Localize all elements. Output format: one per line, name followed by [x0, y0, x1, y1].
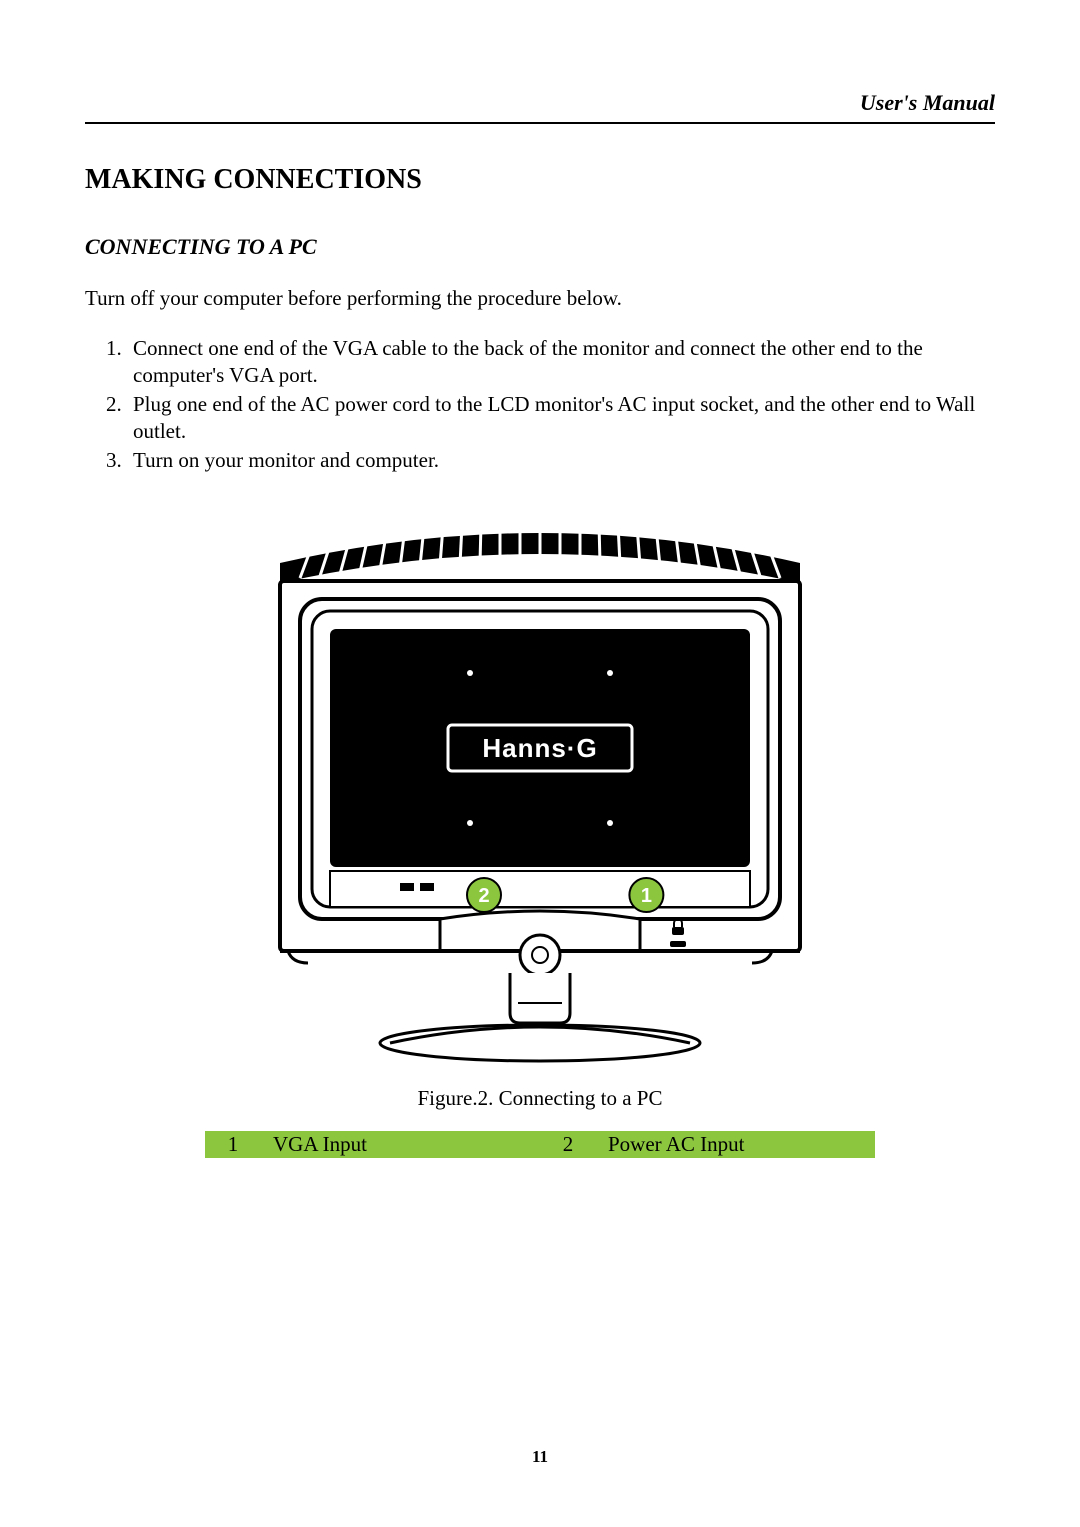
section-title: MAKING CONNECTIONS: [85, 164, 995, 196]
monitor-diagram: Hanns·G: [260, 503, 820, 1063]
legend-num: 1: [205, 1131, 261, 1158]
legend-label: Power AC Input: [596, 1131, 875, 1158]
legend-table: 1 VGA Input 2 Power AC Input: [205, 1131, 875, 1158]
callout-number: 2: [478, 885, 489, 907]
legend-label: VGA Input: [261, 1131, 540, 1158]
step-item: Plug one end of the AC power cord to the…: [127, 391, 995, 445]
callout-number: 1: [641, 885, 652, 907]
legend-num: 2: [540, 1131, 596, 1158]
header-right: User's Manual: [860, 90, 995, 115]
legend-row: 1 VGA Input 2 Power AC Input: [205, 1131, 875, 1158]
manual-page: User's Manual MAKING CONNECTIONS CONNECT…: [0, 0, 1080, 1527]
svg-text:Hanns·G: Hanns·G: [482, 733, 597, 763]
intro-paragraph: Turn off your computer before performing…: [85, 286, 995, 311]
subsection-title: CONNECTING TO A PC: [85, 234, 995, 260]
steps-list: Connect one end of the VGA cable to the …: [85, 335, 995, 473]
page-number: 11: [0, 1447, 1080, 1467]
figure-caption: Figure.2. Connecting to a PC: [85, 1086, 995, 1111]
step-item: Connect one end of the VGA cable to the …: [127, 335, 995, 389]
figure: Hanns·G: [85, 503, 995, 1158]
page-header: User's Manual: [85, 90, 995, 124]
step-item: Turn on your monitor and computer.: [127, 447, 995, 474]
